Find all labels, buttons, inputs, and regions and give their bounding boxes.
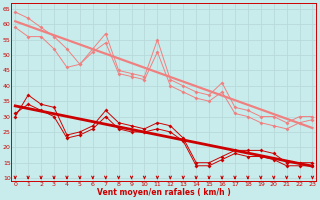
X-axis label: Vent moyen/en rafales ( km/h ): Vent moyen/en rafales ( km/h )	[97, 188, 231, 197]
